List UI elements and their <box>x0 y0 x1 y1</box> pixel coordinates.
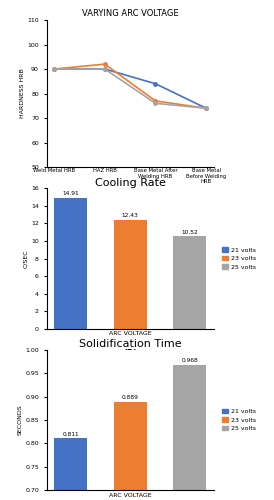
25 VOLTS <box>53 66 56 72</box>
Y-axis label: C/SEC: C/SEC <box>23 249 28 268</box>
Bar <box>114 220 147 328</box>
Bar <box>114 402 147 500</box>
25 VOLTS <box>154 100 157 106</box>
Text: 0.889: 0.889 <box>122 396 139 400</box>
21 VOLTS <box>103 66 107 72</box>
Y-axis label: SECONDS: SECONDS <box>18 404 22 436</box>
Bar <box>54 198 87 328</box>
Y-axis label: HARDNESS HRB: HARDNESS HRB <box>19 68 25 118</box>
23 VOLTS <box>103 61 107 67</box>
Line: 23 VOLTS: 23 VOLTS <box>52 62 208 110</box>
Text: (B): (B) <box>123 350 137 358</box>
Text: 10.52: 10.52 <box>181 230 198 234</box>
Bar <box>54 438 87 500</box>
21 VOLTS <box>53 66 56 72</box>
21 VOLTS <box>204 106 208 112</box>
Line: 25 VOLTS: 25 VOLTS <box>52 68 208 110</box>
Text: 12.43: 12.43 <box>122 213 139 218</box>
Legend: 21 volts, 23 volts, 25 volts: 21 volts, 23 volts, 25 volts <box>222 248 256 270</box>
Bar <box>173 236 206 328</box>
21 VOLTS <box>154 80 157 86</box>
X-axis label: ARC VOLTAGE: ARC VOLTAGE <box>109 332 152 336</box>
Line: 21 VOLTS: 21 VOLTS <box>52 68 208 110</box>
Text: (A): (A) <box>123 292 137 301</box>
25 VOLTS <box>103 66 107 72</box>
Bar <box>173 365 206 500</box>
Legend: 21 volts, 23 volts, 25 volts: 21 volts, 23 volts, 25 volts <box>222 409 256 431</box>
Title: Cooling Rate: Cooling Rate <box>95 178 165 188</box>
25 VOLTS <box>204 106 208 112</box>
Text: 14.91: 14.91 <box>62 192 79 196</box>
X-axis label: ARC VOLTAGE: ARC VOLTAGE <box>109 493 152 498</box>
Text: 0.811: 0.811 <box>62 432 79 437</box>
Title: Solidification Time: Solidification Time <box>79 339 181 349</box>
23 VOLTS <box>53 66 56 72</box>
Title: VARYING ARC VOLTAGE: VARYING ARC VOLTAGE <box>82 9 178 18</box>
Legend: 21 VOLTS, 23 VOLTS, 25 VOLTS: 21 VOLTS, 23 VOLTS, 25 VOLTS <box>57 261 176 270</box>
23 VOLTS <box>204 106 208 112</box>
23 VOLTS <box>154 98 157 104</box>
Text: 0.968: 0.968 <box>181 358 198 364</box>
